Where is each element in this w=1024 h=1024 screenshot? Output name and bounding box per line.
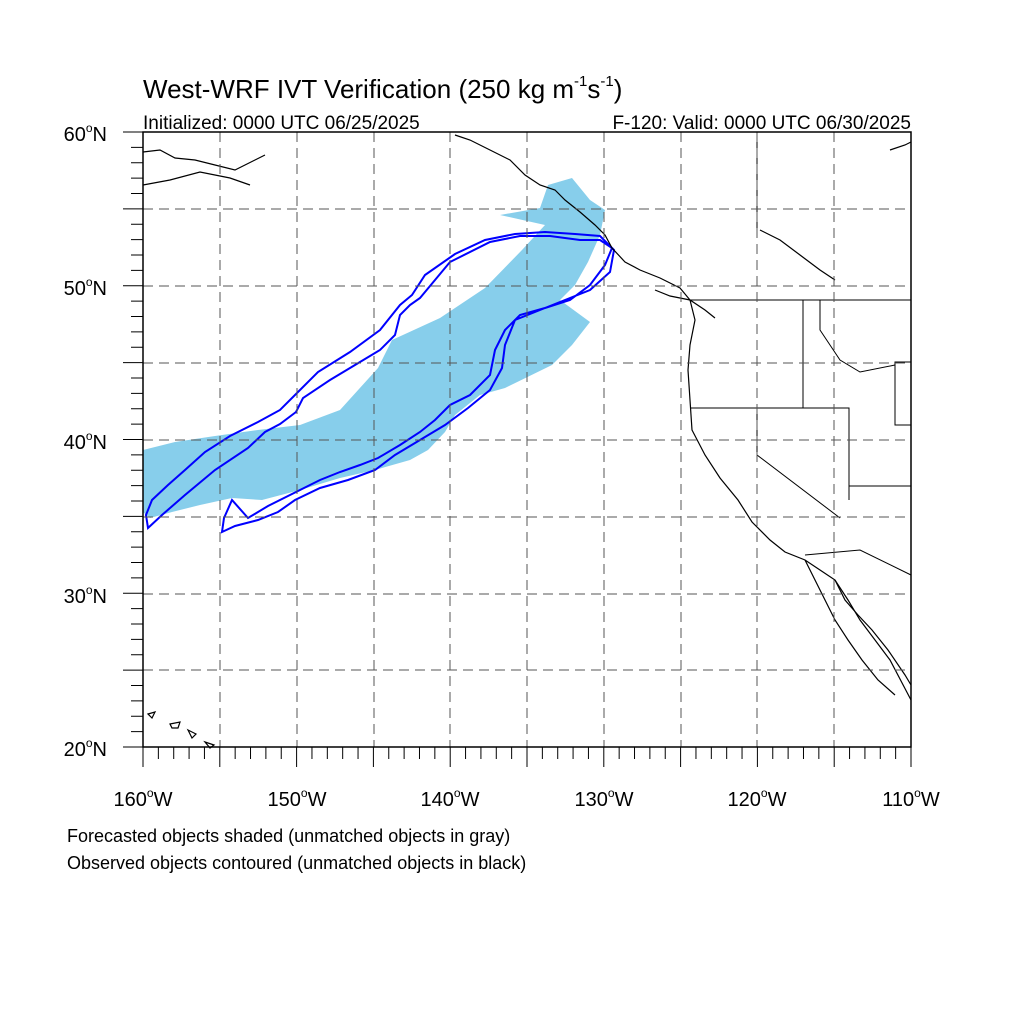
footnote-observed: Observed objects contoured (unmatched ob…	[67, 853, 526, 873]
map-panel	[123, 131, 912, 767]
lat-label-20: 20oN	[64, 736, 107, 761]
gridlines	[143, 132, 911, 747]
lat-label-40: 40oN	[64, 429, 107, 454]
lon-label-120: 120oW	[728, 786, 787, 811]
lon-label-110: 110oW	[882, 786, 940, 811]
axis-ticks	[123, 131, 912, 767]
state-boundaries	[690, 135, 912, 576]
lat-label-50: 50oN	[64, 275, 107, 300]
lat-label-30: 30oN	[64, 583, 107, 608]
lat-label-60: 60oN	[64, 121, 107, 146]
longitude-labels: 160oW 150oW 140oW 130oW 120oW 110oW	[114, 786, 940, 811]
lon-label-160: 160oW	[114, 786, 173, 811]
init-time-label: Initialized: 0000 UTC 06/25/2025	[143, 113, 420, 134]
map-title: West-WRF IVT Verification (250 kg m-1s-1…	[143, 73, 622, 104]
footnote-forecast: Forecasted objects shaded (unmatched obj…	[67, 826, 510, 846]
lon-label-150: 150oW	[268, 786, 327, 811]
lon-label-140: 140oW	[421, 786, 480, 811]
valid-time-label: F-120: Valid: 0000 UTC 06/30/2025	[612, 113, 911, 134]
lon-label-130: 130oW	[575, 786, 634, 811]
observed-object-contour	[144, 230, 616, 534]
forecast-object-shading	[143, 178, 605, 518]
coastlines	[142, 134, 912, 749]
latitude-labels: 60oN 50oN 40oN 30oN 20oN	[64, 121, 107, 761]
